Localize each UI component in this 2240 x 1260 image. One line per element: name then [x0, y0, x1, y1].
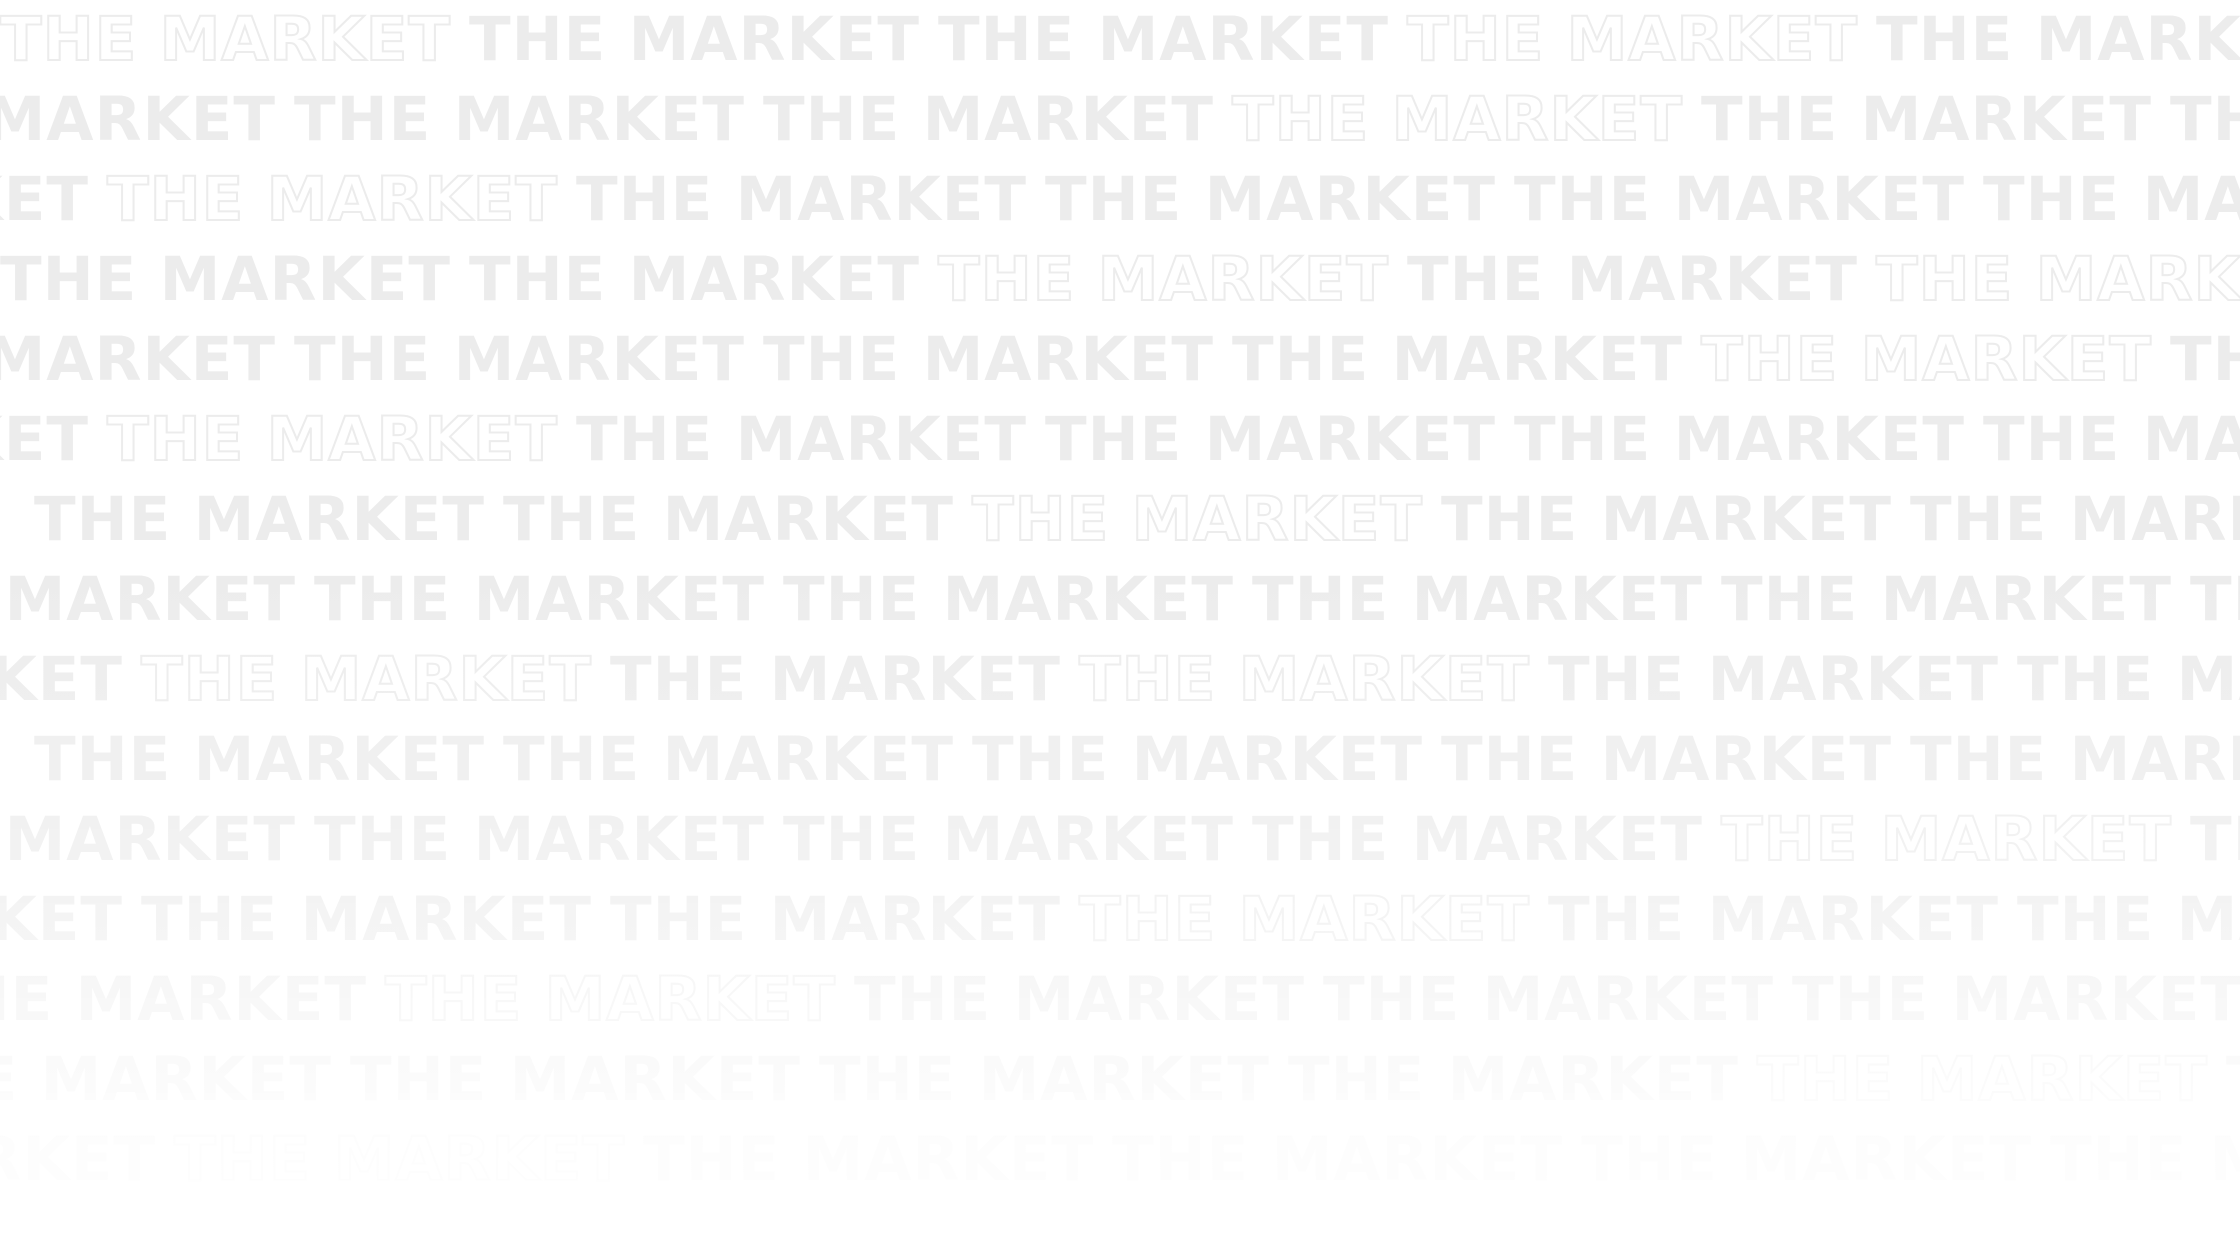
- pattern-word: THE MARKET: [350, 1044, 801, 1115]
- pattern-word: THE MARKET: [1441, 724, 1892, 795]
- pattern-word: THE MARKET: [0, 804, 296, 875]
- pattern-word: THE MARKET: [469, 244, 920, 315]
- pattern-word: THE MARKET: [1910, 484, 2240, 555]
- pattern-word: THE MARKET: [0, 884, 123, 955]
- pattern-word: THE MARKET: [469, 4, 920, 75]
- pattern-word: THE MARKET: [576, 404, 1027, 475]
- pattern-word: THE MARKET: [972, 724, 1423, 795]
- pattern-word: THE MARKET: [0, 564, 296, 635]
- pattern-word: THE MARKET: [783, 804, 1234, 875]
- pattern-word: THE MARKET: [314, 564, 765, 635]
- pattern-word: THE MARKET: [503, 724, 954, 795]
- pattern-word: THE MARKET: [1721, 564, 2172, 635]
- pattern-word: THE MARKET: [106, 403, 558, 476]
- pattern-word: THE MARKET: [2190, 804, 2240, 875]
- pattern-word: THE MARKET: [2017, 884, 2240, 955]
- pattern-word: THE MARKET: [1514, 164, 1965, 235]
- pattern-word: THE MARKET: [0, 1044, 332, 1115]
- pattern-word: THE MARKET: [1252, 564, 1703, 635]
- pattern-word: THE MARKET: [141, 884, 592, 955]
- pattern-word: THE MARKET: [1983, 164, 2240, 235]
- pattern-word: THE MARKET: [0, 164, 89, 235]
- pattern-word: THE MARKET: [643, 1124, 1094, 1195]
- pattern-word: THE MARKET: [0, 964, 367, 1035]
- pattern-word: THE MARKET: [2170, 324, 2240, 395]
- pattern-word: THE MARKET: [1756, 1043, 2208, 1116]
- pattern-word: THE MARKET: [1876, 4, 2240, 75]
- pattern-word: THE MARKET: [173, 1123, 625, 1196]
- pattern-word: THE MARKET: [0, 324, 276, 395]
- pattern-word: THE MARKET: [610, 644, 1061, 715]
- pattern-word: THE MARKET: [1288, 1044, 1739, 1115]
- pattern-word: THE MARKET: [1983, 404, 2240, 475]
- pattern-word: THE MARKET: [819, 1044, 1270, 1115]
- pattern-word: THE MARKET: [783, 564, 1234, 635]
- pattern-word: THE MARKET: [1323, 964, 1774, 1035]
- pattern-word: THE MARKET: [971, 483, 1423, 556]
- pattern-word: THE MARKET: [1407, 244, 1858, 315]
- pattern-word: THE MARKET: [1252, 804, 1703, 875]
- pattern-word: THE MARKET: [938, 4, 1389, 75]
- pattern-word: THE MARKET: [2017, 644, 2240, 715]
- pattern-word: THE MARKET: [1548, 884, 1999, 955]
- pattern-word: THE MARKET: [384, 963, 836, 1036]
- pattern-word: THE MARKET: [1701, 84, 2152, 155]
- pattern-word: THE MARKET: [2170, 84, 2240, 155]
- pattern-word: THE MARKET: [2226, 1040, 2240, 1120]
- pattern-word: THE MARKET: [854, 964, 1305, 1035]
- pattern-word: THE MARKET: [2190, 564, 2240, 635]
- pattern-word: THE MARKET: [1078, 643, 1530, 716]
- pattern-word: THE MARKET: [314, 804, 765, 875]
- pattern-word: THE MARKET: [0, 84, 276, 155]
- pattern-word: THE MARKET: [1910, 724, 2240, 795]
- pattern-word: THE MARKET: [140, 643, 592, 716]
- pattern-word: THE MARKET: [0, 644, 123, 715]
- pattern-word: THE MARKET: [1112, 1124, 1563, 1195]
- pattern-word: THE MARKET: [0, 404, 89, 475]
- pattern-word: THE MARKET: [1514, 404, 1965, 475]
- pattern-word: THE MARKET: [1078, 883, 1530, 956]
- pattern-word: THE MARKET: [34, 484, 485, 555]
- pattern-word: THE MARKET: [1232, 324, 1683, 395]
- pattern-word: THE MARKET: [1045, 164, 1496, 235]
- pattern-word: THE MARKET: [763, 324, 1214, 395]
- pattern-word: THE MARKET: [1045, 404, 1496, 475]
- pattern-word: THE MARKET: [34, 724, 485, 795]
- pattern-word: THE MARKET: [1720, 803, 2172, 876]
- pattern-word: THE MARKET: [610, 884, 1061, 955]
- pattern-word: THE MARKET: [503, 484, 954, 555]
- pattern-word: THE MARKET: [937, 243, 1389, 316]
- pattern-word: THE MARKET: [1792, 964, 2240, 1035]
- pattern-word: THE MARKET: [106, 163, 558, 236]
- pattern-word: THE MARKET: [1875, 243, 2240, 316]
- pattern-word: THE MARKET: [2050, 1124, 2240, 1195]
- pattern-word: THE MARKET: [1406, 3, 1858, 76]
- pattern-word: THE MARKET: [294, 324, 745, 395]
- pattern-word: THE MARKET: [576, 164, 1027, 235]
- pattern-word: THE MARKET: [0, 1124, 156, 1195]
- pattern-word: THE MARKET: [1548, 644, 1999, 715]
- pattern-word: THE MARKET: [763, 84, 1214, 155]
- pattern-word: THE MARKET: [1581, 1124, 2032, 1195]
- pattern-word: THE MARKET: [0, 244, 451, 315]
- pattern-word: THE MARKET: [1231, 83, 1683, 156]
- pattern-word: THE MARKET: [294, 84, 745, 155]
- pattern-word: THE MARKET: [1441, 484, 1892, 555]
- pattern-word: THE MARKET: [1700, 323, 2152, 396]
- pattern-word: THE MARKET: [0, 3, 451, 76]
